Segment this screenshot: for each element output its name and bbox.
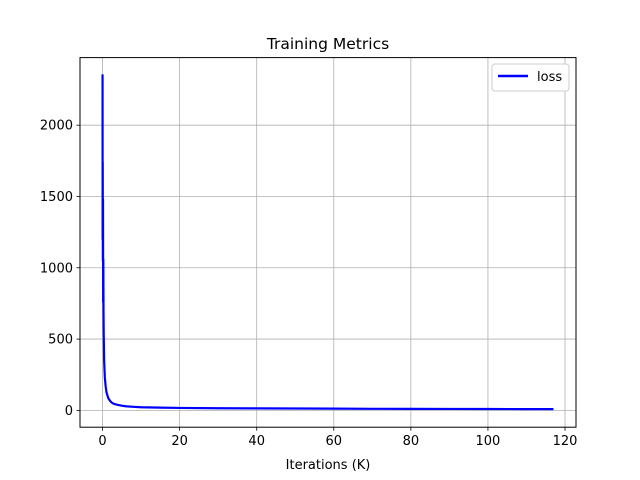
legend-label-loss: loss <box>537 70 562 85</box>
grid <box>80 57 576 428</box>
x-tick-label: 40 <box>248 434 265 449</box>
y-tick-label: 1500 <box>40 190 73 205</box>
x-tick-label: 60 <box>326 434 343 449</box>
series-layer <box>101 74 554 411</box>
y-tick-label: 500 <box>48 333 73 348</box>
x-tick-label: 80 <box>403 434 420 449</box>
x-tick-label: 0 <box>98 434 106 449</box>
series-line-loss <box>101 74 554 411</box>
chart-title: Training Metrics <box>266 35 389 53</box>
y-tick-label: 0 <box>65 404 73 419</box>
ticks: 0 20 40 60 80 100 120 0 500 1000 1500 2000 <box>40 119 578 450</box>
legend: loss <box>491 63 570 92</box>
y-tick-label: 1000 <box>40 261 73 276</box>
x-tick-label: 120 <box>553 434 578 449</box>
x-axis-label: Iterations (K) <box>286 458 371 473</box>
y-tick-label: 2000 <box>40 119 73 134</box>
legend-box <box>491 63 570 92</box>
plot-frame <box>79 57 577 428</box>
x-tick-label: 20 <box>171 434 188 449</box>
x-tick-label: 100 <box>476 434 501 449</box>
